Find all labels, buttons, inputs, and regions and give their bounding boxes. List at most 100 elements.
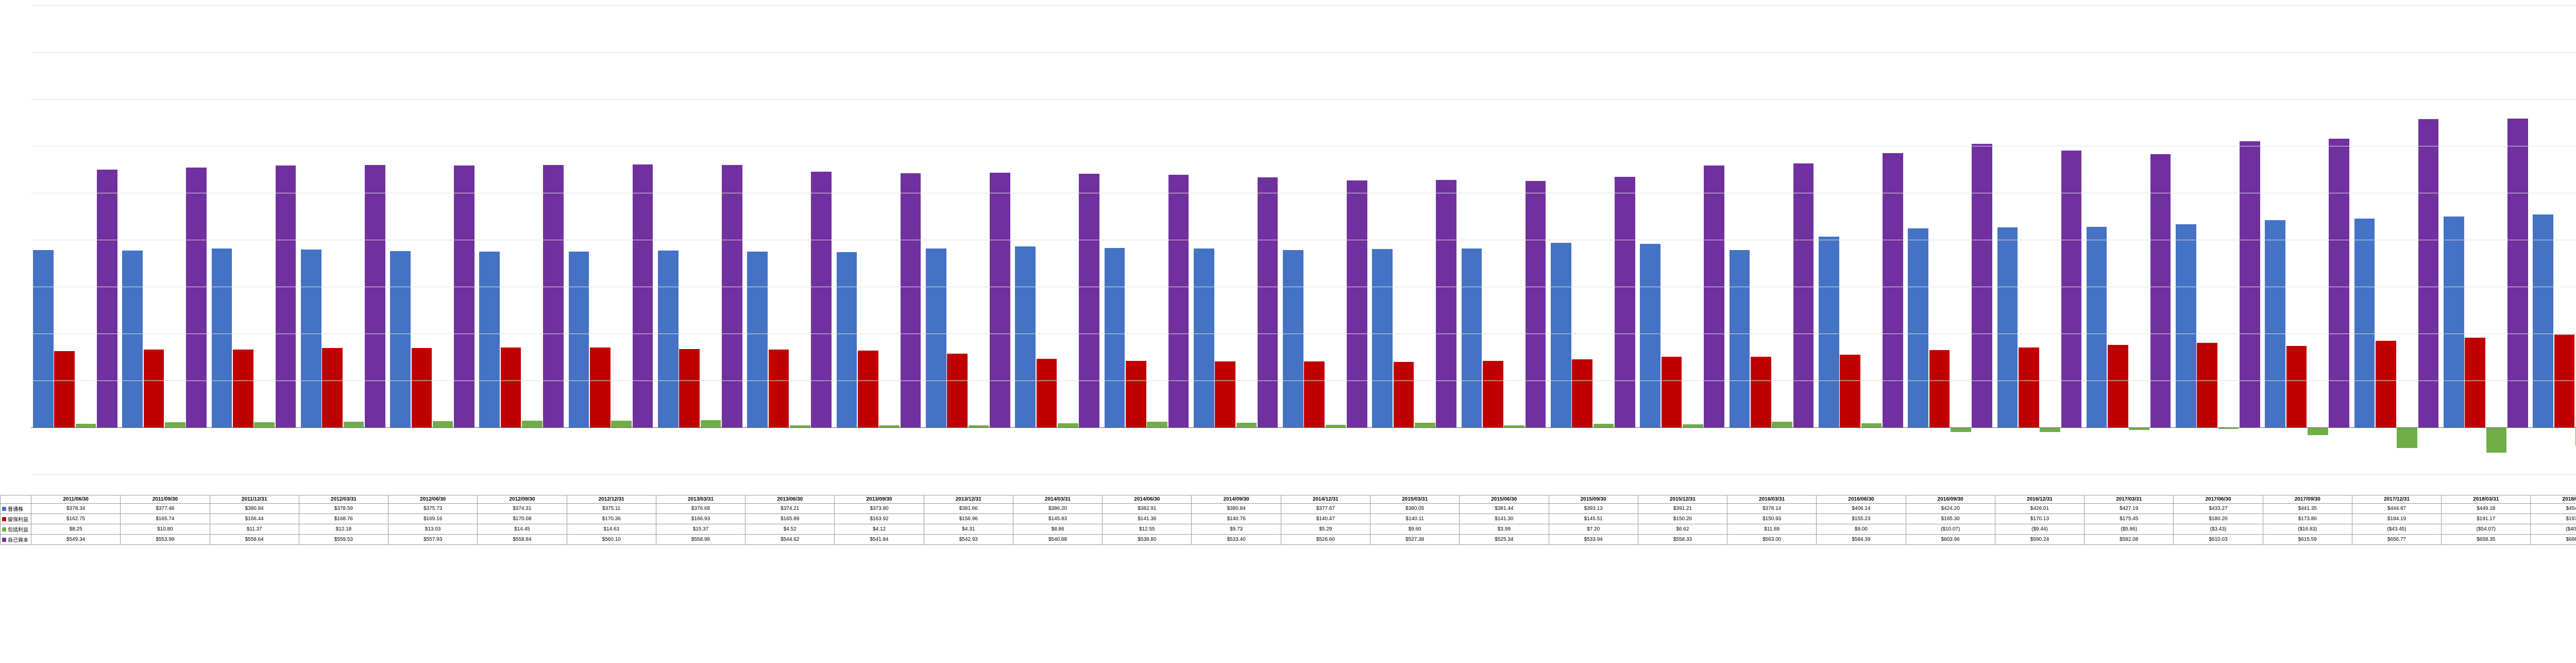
table-cell: $378.14 — [1727, 504, 1817, 514]
table-cell: $197.48 — [2531, 514, 2576, 524]
row-swatch — [2, 507, 6, 511]
table-header-row: 2011/06/302011/09/302011/12/312012/03/31… — [1, 495, 2576, 504]
table-cell: $563.00 — [1727, 535, 1817, 545]
th-period: 2016/06/30 — [1817, 495, 1906, 504]
th-period: 2017/09/30 — [2263, 495, 2352, 504]
table-cell: $526.60 — [1281, 535, 1370, 545]
bar-retained_earnings — [1483, 361, 1503, 427]
row-label-cell: 留保利益 — [1, 514, 31, 524]
table-cell: $433.27 — [2174, 504, 2263, 514]
bar-common_stock — [837, 252, 857, 427]
bar-retained_earnings — [769, 350, 789, 427]
bar-comprehensive_income — [611, 421, 632, 427]
bar-common_stock — [1730, 250, 1750, 427]
table-cell: $12.18 — [299, 524, 388, 535]
table-row: 包括利益$8.25$10.80$11.37$12.18$13.03$14.45$… — [1, 524, 2576, 535]
table-cell: $6.62 — [1638, 524, 1727, 535]
bar-equity — [1704, 165, 1724, 427]
bar-retained_earnings — [1215, 361, 1235, 427]
table-cell: $10.80 — [121, 524, 210, 535]
bar-retained_earnings — [1572, 359, 1592, 427]
table-cell: $169.16 — [388, 514, 478, 524]
table-cell: $12.55 — [1103, 524, 1192, 535]
bar-equity — [1793, 163, 1814, 427]
table-cell: $141.36 — [1103, 514, 1192, 524]
table-row: 自己資本$549.34$553.99$558.64$559.53$557.93$… — [1, 535, 2576, 545]
table-row: 普通株$378.34$377.46$380.84$378.59$375.73$3… — [1, 504, 2576, 514]
th-period: 2017/03/31 — [2084, 495, 2174, 504]
table-cell: $377.67 — [1281, 504, 1370, 514]
bar-equity — [365, 165, 385, 427]
gridline — [31, 99, 2576, 100]
bar-equity — [2418, 119, 2439, 427]
row-label-cell: 自己資本 — [1, 535, 31, 545]
bar-retained_earnings — [2286, 346, 2307, 427]
table-cell: $191.17 — [2442, 514, 2531, 524]
table-cell: ($43.45) — [2352, 524, 2441, 535]
bar-retained_earnings — [590, 347, 611, 427]
table-cell: ($9.44) — [1995, 524, 2084, 535]
th-period: 2013/03/31 — [656, 495, 745, 504]
bar-common_stock — [2444, 217, 2464, 427]
bar-comprehensive_income — [1147, 422, 1167, 427]
bar-common_stock — [1640, 244, 1660, 427]
row-label-cell: 普通株 — [1, 504, 31, 514]
bar-retained_earnings — [322, 348, 343, 427]
bar-common_stock — [658, 251, 679, 427]
row-label-text: 自己資本 — [8, 536, 28, 543]
bar-comprehensive_income — [1058, 423, 1078, 427]
bar-retained_earnings — [1662, 357, 1682, 427]
th-period: 2011/06/30 — [31, 495, 121, 504]
table-cell: $15.37 — [656, 524, 745, 535]
table-cell: $141.30 — [1460, 514, 1549, 524]
table-cell: $424.20 — [1906, 504, 1995, 514]
th-period: 2012/09/30 — [478, 495, 567, 504]
table-cell: $558.64 — [210, 535, 299, 545]
bar-retained_earnings — [1037, 359, 1057, 427]
bar-equity — [633, 164, 653, 427]
table-cell: $378.34 — [31, 504, 121, 514]
table-cell: $150.20 — [1638, 514, 1727, 524]
table-cell: $544.62 — [745, 535, 835, 545]
bar-equity — [1526, 181, 1546, 427]
gridline — [31, 474, 2576, 475]
table-cell: $378.59 — [299, 504, 388, 514]
bar-retained_earnings — [1304, 361, 1325, 427]
gridline — [31, 5, 2576, 6]
table-cell: $9.60 — [1370, 524, 1459, 535]
bar-comprehensive_income — [701, 420, 721, 427]
table-cell: $4.31 — [924, 524, 1013, 535]
bar-comprehensive_income — [165, 422, 185, 427]
bar-comprehensive_income — [2308, 427, 2328, 435]
table-cell: $393.13 — [1549, 504, 1638, 514]
bar-common_stock — [1997, 227, 2018, 427]
bar-retained_earnings — [2376, 341, 2396, 427]
table-cell: $427.19 — [2084, 504, 2174, 514]
th-period: 2017/12/31 — [2352, 495, 2441, 504]
table-cell: $165.30 — [1906, 514, 1995, 524]
th-period: 2016/09/30 — [1906, 495, 1995, 504]
bar-common_stock — [747, 252, 768, 427]
bar-retained_earnings — [2108, 345, 2128, 427]
table-cell: $170.36 — [567, 514, 656, 524]
bar-equity — [990, 173, 1010, 427]
th-period: 2018/06/30 — [2531, 495, 2576, 504]
th-period: 2016/03/31 — [1727, 495, 1817, 504]
bar-retained_earnings — [501, 347, 521, 427]
bar-equity — [1883, 153, 1903, 427]
bar-equity — [1079, 174, 1099, 427]
table-cell: $533.94 — [1549, 535, 1638, 545]
table-cell: $441.35 — [2263, 504, 2352, 514]
table-cell: $8.86 — [1013, 524, 1102, 535]
bar-comprehensive_income — [2486, 427, 2507, 453]
bar-equity — [1258, 177, 1278, 427]
bar-equity — [1436, 180, 1456, 427]
table-cell: $525.34 — [1460, 535, 1549, 545]
gridline — [31, 52, 2576, 53]
bar-common_stock — [2265, 220, 2285, 427]
bar-common_stock — [1372, 249, 1393, 427]
table-cell: $14.63 — [567, 524, 656, 535]
table-cell: $145.51 — [1549, 514, 1638, 524]
row-swatch — [2, 527, 6, 532]
table-cell: $386.20 — [1013, 504, 1102, 514]
